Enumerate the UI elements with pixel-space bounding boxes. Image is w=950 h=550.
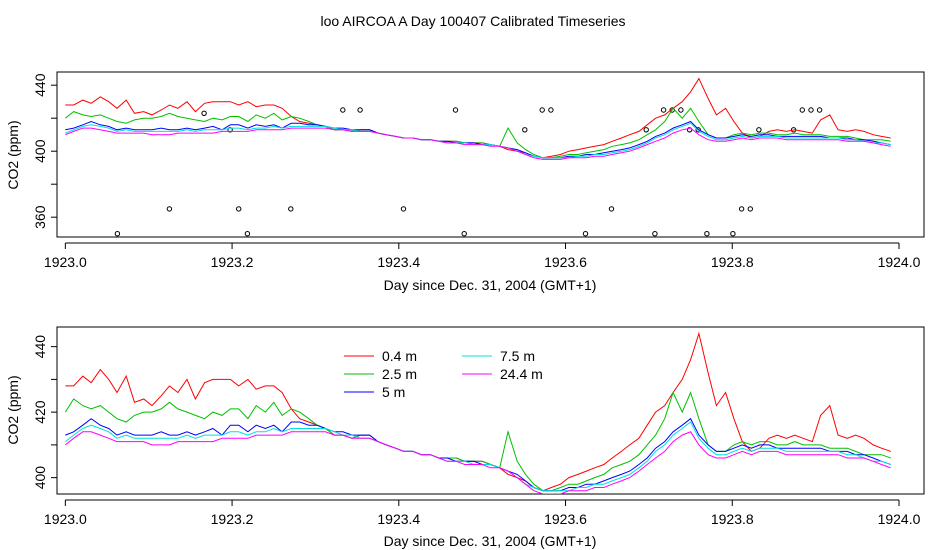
top-series-lines [64, 77, 891, 160]
top-series-line-24-4-m [65, 127, 891, 160]
top-point [756, 127, 762, 133]
top-point [522, 127, 528, 133]
top-point [227, 127, 233, 133]
bottom-y-tick-label: 400 [32, 466, 48, 490]
top-point [357, 107, 363, 113]
top-point [799, 107, 805, 113]
top-point [747, 206, 753, 212]
bottom-series-line-0-4-m [65, 331, 891, 492]
top-point [608, 206, 615, 212]
top-point [695, 127, 701, 133]
bottom-x-tick-label: 1923.6 [544, 511, 587, 527]
bottom-x-axis: 1923.0 1923.2 1923.4 1923.6 1923.8 1924.0 [44, 499, 921, 527]
top-point [236, 206, 242, 212]
top-x-axis: 1923.0 1923.2 1923.4 1923.6 1923.8 1924.0 [44, 242, 921, 270]
top-point [400, 206, 407, 212]
top-x-tick-label: 1923.4 [377, 254, 420, 270]
top-x-tick-label: 1923.0 [44, 254, 87, 270]
top-x-tick-label: 1923.8 [711, 254, 754, 270]
top-y-axis: 360 400 440 [32, 73, 58, 229]
top-point [643, 127, 649, 133]
legend-label: 24.4 m [500, 366, 543, 382]
top-point [548, 107, 554, 113]
legend: 0.4 m 2.5 m 5 m 7.5 m 24.4 m [344, 348, 543, 400]
top-point [201, 110, 207, 117]
top-y-tick-label: 440 [32, 73, 48, 97]
top-point [539, 107, 545, 113]
top-panel: 360 400 440 1923.0 1923.2 1923.4 1923.6 1923.8… [5, 71, 925, 293]
chart-title: loo AIRCOA A Day 100407 Calibrated Times… [320, 13, 625, 29]
top-point [730, 231, 736, 237]
bottom-series-line-5-m [65, 417, 891, 492]
top-point [678, 107, 684, 113]
top-point [244, 231, 251, 237]
top-point [340, 107, 346, 113]
bottom-x-axis-label: Day since Dec. 31, 2004 (GMT+1) [384, 533, 597, 549]
top-x-tick-label: 1923.6 [544, 254, 587, 270]
top-point [808, 107, 814, 113]
top-x-tick-label: 1924.0 [878, 254, 921, 270]
top-point [452, 107, 459, 113]
top-plot-frame [56, 71, 925, 238]
bottom-y-axis-label: CO2 (ppm) [5, 375, 21, 444]
top-point [660, 107, 667, 113]
top-y-axis-label: CO2 (ppm) [5, 120, 21, 189]
top-series-line-5-m [65, 120, 891, 159]
bottom-series-line-2-5-m [64, 391, 891, 492]
top-series-line-2-5-m [64, 107, 891, 159]
top-point [738, 206, 745, 212]
bottom-x-tick-label: 1923.2 [211, 511, 254, 527]
legend-label: 5 m [382, 384, 405, 400]
top-point [461, 231, 467, 237]
top-x-axis-label: Day since Dec. 31, 2004 (GMT+1) [384, 277, 597, 293]
top-y-tick-label: 400 [32, 139, 48, 163]
bottom-series-line-24-4-m [64, 431, 891, 494]
bottom-panel: 400 420 440 1923.0 1923.2 1923.4 1923.6 1923.8… [5, 326, 925, 549]
legend-label: 2.5 m [382, 366, 417, 382]
bottom-y-tick-label: 440 [32, 335, 48, 359]
bottom-x-tick-label: 1923.8 [711, 511, 754, 527]
top-point [166, 206, 173, 212]
bottom-y-tick-label: 420 [32, 400, 48, 424]
bottom-series-lines [64, 331, 891, 494]
top-x-tick-label: 1923.2 [211, 254, 254, 270]
top-point [652, 231, 658, 237]
top-y-tick-label: 360 [32, 205, 48, 229]
bottom-x-tick-label: 1923.0 [44, 511, 87, 527]
top-point [686, 127, 693, 133]
legend-label: 0.4 m [382, 348, 417, 364]
legend-label: 7.5 m [500, 348, 535, 364]
top-point [816, 107, 823, 113]
bottom-x-tick-label: 1923.4 [377, 511, 420, 527]
bottom-x-tick-label: 1924.0 [878, 511, 921, 527]
bottom-y-axis: 400 420 440 [32, 335, 58, 490]
bottom-plot-frame [56, 326, 925, 495]
top-point [114, 231, 121, 237]
top-points [114, 107, 823, 237]
top-point [582, 231, 589, 237]
top-point [288, 206, 294, 212]
top-point [704, 231, 710, 237]
